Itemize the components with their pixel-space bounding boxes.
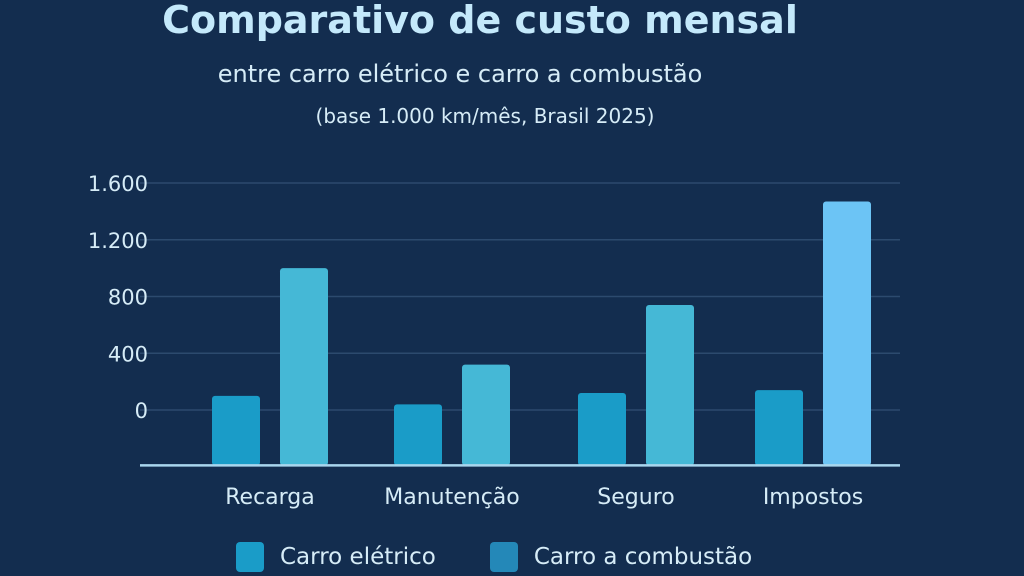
legend-swatch-electric: [236, 542, 264, 572]
bar-combustion-seguro: [646, 305, 694, 466]
legend-item-electric[interactable]: Carro elétrico: [236, 542, 436, 572]
bar-combustion-recarga: [280, 268, 328, 466]
x-tick-label: Recarga: [225, 485, 315, 510]
chart-title: Comparativo de custo mensal: [162, 0, 798, 42]
y-tick-label: 0: [135, 399, 148, 423]
y-tick-label: 400: [108, 342, 148, 366]
legend-label-combustion: Carro a combustão: [533, 544, 753, 570]
y-tick-label: 1.200: [88, 229, 148, 253]
bar-combustion-manutenção: [462, 364, 510, 466]
bar-electric-recarga: [212, 395, 260, 466]
bar-combustion-impostos: [823, 201, 871, 466]
x-tick-label: Impostos: [763, 485, 863, 510]
y-tick-label: 1.600: [88, 172, 148, 196]
chart-subtitle: entre carro elétrico e carro a combustão: [217, 60, 703, 88]
x-tick-label: Seguro: [597, 485, 674, 510]
legend: Carro elétrico Carro a combustão: [236, 542, 796, 572]
legend-item-combustion[interactable]: Carro a combustão: [489, 542, 753, 572]
y-tick-label: 800: [108, 286, 148, 310]
x-tick-label: Manutenção: [384, 485, 520, 510]
bar-electric-impostos: [755, 390, 803, 466]
legend-swatch-combustion: [489, 542, 518, 572]
bar-electric-manutenção: [394, 404, 442, 466]
legend-label-electric: Carro elétrico: [280, 544, 436, 570]
bar-electric-seguro: [578, 392, 626, 466]
chart-note: (base 1.000 km/mês, Brasil 2025): [315, 104, 655, 128]
